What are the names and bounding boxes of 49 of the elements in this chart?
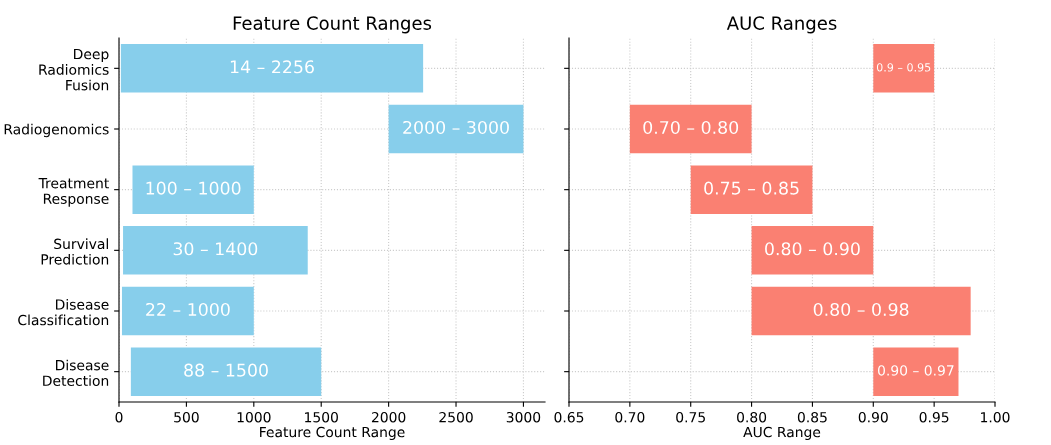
y-tick-label: Survival Prediction — [41, 238, 109, 265]
annotation: 14 – 2256 — [230, 60, 314, 74]
bar — [873, 44, 935, 93]
annotation: 22 – 1000 — [146, 302, 230, 317]
bar — [873, 347, 959, 396]
annotation: 88 – 1500 — [184, 363, 268, 377]
x-tick-label: 0.95 — [919, 411, 949, 423]
bar — [751, 286, 971, 336]
y-tick-label: Disease Classification — [18, 299, 109, 326]
annotation: 30 – 1400 — [173, 242, 258, 256]
chart-title: AUC Ranges — [726, 16, 837, 34]
x-axis-title: AUC Range — [743, 426, 821, 440]
y-tick-label: Radiogenomics — [4, 123, 109, 138]
x-tick-label: 0 — [115, 411, 123, 423]
x-tick-label: 0.90 — [858, 411, 888, 423]
y-tick-label: Treatment Response — [38, 178, 109, 207]
annotation: 2000 – 3000 — [403, 120, 509, 135]
x-tick-label: 1500 — [305, 411, 338, 423]
x-tick-label: 0.75 — [676, 411, 705, 423]
bar — [121, 286, 254, 336]
x-tick-label: 0.85 — [797, 411, 827, 423]
x-tick-label: 0.65 — [554, 411, 584, 423]
chart-title: Feature Count Ranges — [233, 16, 432, 34]
bar — [130, 347, 322, 396]
bar — [751, 226, 874, 275]
annotation: 0.80 – 0.90 — [765, 242, 860, 256]
x-tick-label: 2500 — [439, 411, 473, 423]
x-tick-label: 1000 — [237, 411, 271, 423]
annotation: 0.70 – 0.80 — [643, 120, 739, 135]
annotation: 100 – 1000 — [146, 181, 241, 195]
bar — [120, 44, 424, 93]
annotation: 0.9 – 0.95 — [876, 63, 931, 72]
bar — [123, 226, 308, 275]
x-tick-label: 3000 — [506, 411, 541, 423]
y-tick-label: Disease Detection — [43, 359, 109, 386]
x-axis-title: Feature Count Range — [260, 426, 405, 440]
bar — [629, 104, 752, 154]
x-tick-label: 0.80 — [737, 411, 767, 423]
x-tick-label: 500 — [174, 411, 199, 423]
x-tick-label: 0.70 — [615, 411, 645, 423]
x-tick-label: 1.00 — [981, 411, 1010, 423]
bar — [132, 165, 254, 214]
annotation: 0.90 – 0.97 — [877, 365, 954, 376]
annotation: 0.80 – 0.98 — [813, 302, 909, 317]
bar — [388, 104, 524, 154]
x-tick-label: 2000 — [371, 411, 406, 423]
y-tick-label: Deep Radiomics Fusion — [39, 48, 109, 91]
annotation: 0.75 – 0.85 — [704, 181, 799, 195]
bar — [690, 165, 813, 214]
